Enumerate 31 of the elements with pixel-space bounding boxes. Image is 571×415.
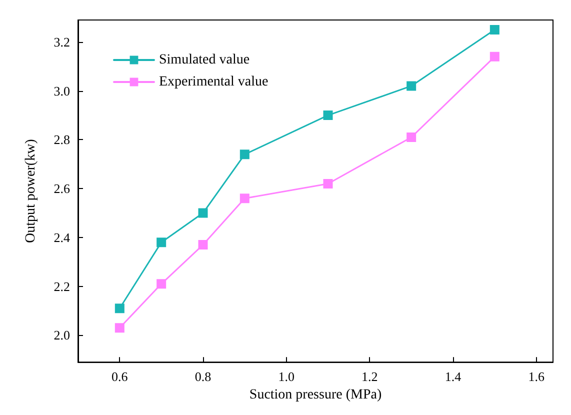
point [490,25,500,35]
x-tick-label: 0.8 [194,369,212,384]
point [240,194,250,204]
legend-label: Experimental value [159,74,268,90]
y-tick-label: 2.6 [54,181,70,196]
point [198,240,208,250]
point [240,150,250,160]
y-tick-label: 2.8 [54,132,70,148]
y-tick-label: 3.0 [54,83,70,98]
legend-label: Simulated value [159,52,250,68]
x-tick-label: 1.4 [444,369,462,384]
point [406,132,416,142]
x-tick-label: 1.2 [362,369,378,384]
point [114,323,124,333]
y-tick-label: 2.0 [54,328,70,343]
x-axis-title: Suction pressure (MPa) [249,388,382,402]
y-tick-label: 2.2 [54,278,70,294]
y-tick-label: 2.4 [54,230,70,245]
x-tick-label: 0.6 [112,369,128,384]
x-tick-label: 1.0 [278,369,294,384]
point [490,52,500,62]
x-tick-label: 1.6 [528,369,545,384]
y-axis-title: Output power(kw) [24,138,38,243]
point [323,178,333,188]
point [114,304,124,314]
point [156,279,166,289]
y-tick-label: 3.2 [54,34,70,50]
point [323,110,333,120]
point [156,238,166,248]
point [406,81,416,91]
point [198,208,208,218]
